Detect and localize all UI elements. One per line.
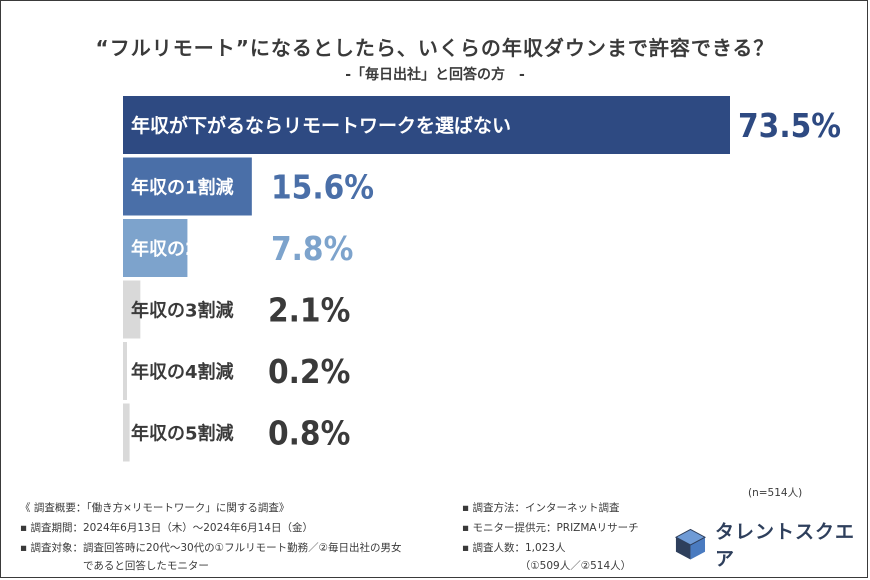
bar-1 [123, 96, 730, 154]
bar-6 [123, 403, 130, 462]
bar-label-6: 年収の5割減 [131, 423, 234, 445]
note-left-3: であると回答したモニター [20, 560, 209, 572]
sample-size: (n=514人) [748, 487, 803, 499]
bar-label-1: 年収が下がるならリモートワークを選ばない [131, 114, 511, 137]
note-right-3: （①509人／②514人） [462, 560, 632, 572]
bar-label-3: 年収の2割減 [131, 238, 234, 260]
value-label-6: 0.8% [268, 414, 350, 453]
note-right-2: ▪ 調査人数：1,023人 [462, 542, 566, 554]
bar-3 [123, 219, 188, 277]
note-left-2: ▪ 調査対象：調査回答時に20代～30代の①フルリモート勤務／②毎日出社の男女 [20, 542, 402, 554]
bar-label-5: 年収の4割減 [131, 361, 234, 383]
bar-2 [123, 157, 252, 216]
logo-text: タレントスクエア [714, 521, 855, 570]
value-label-1: 73.5% [738, 106, 841, 145]
bar-4 [123, 280, 141, 339]
value-label-5: 0.2% [268, 352, 350, 391]
note-left-1: ▪ 調査期間：2024年6月13日（木）～2024年6月14日（金） [20, 522, 313, 534]
cube-icon [674, 528, 707, 560]
chart-subtitle: -「毎日出社」と回答の方 - [345, 67, 525, 83]
logo: タレントスクエア [674, 521, 870, 570]
bar-5 [123, 342, 127, 400]
value-label-2: 15.6% [271, 168, 374, 207]
note-right-1: ▪ モニター提供元：PRIZMAリサーチ [462, 522, 639, 534]
value-label-3: 7.8% [271, 229, 353, 268]
bar-label-2: 年収の1割減 [131, 177, 234, 199]
bar-label-4: 年収の3割減 [131, 300, 234, 322]
bar-chart: 年収が下がるならリモートワークを選ばない 73.5% 年収の1割減 15.6% 年収の2… [123, 96, 841, 462]
note-right-0: ▪ 調査方法：インターネット調査 [462, 502, 620, 514]
value-label-4: 2.1% [268, 291, 350, 330]
chart-title: “フルリモート”になるとしたら、いくらの年収ダウンまで許容できる？ [95, 36, 775, 60]
note-left-0: 《 調査概要：「働き方×リモートワーク」に関する調査》 [20, 502, 290, 514]
